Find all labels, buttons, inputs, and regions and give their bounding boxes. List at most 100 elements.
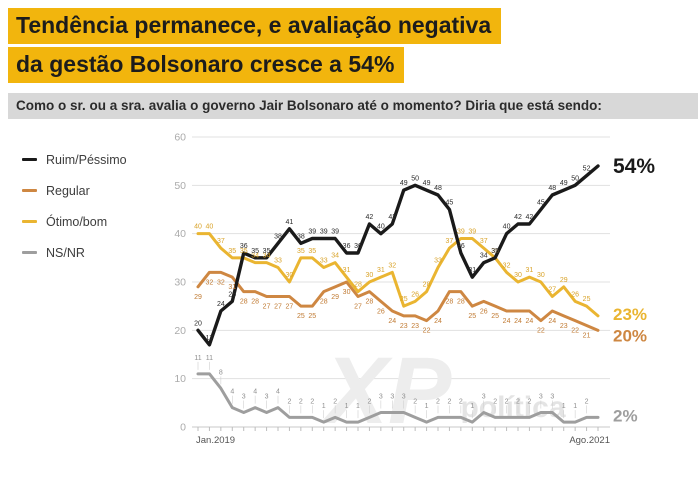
point-label: 27 — [263, 303, 271, 310]
chart-area: Ruim/Péssimo Regular Ótimo/bom NS/NR 0 10 20 3… — [0, 125, 700, 459]
header: Tendência permanece, e avaliação negativ… — [0, 0, 700, 119]
point-label: 36 — [343, 243, 351, 250]
point-label: 21 — [583, 332, 591, 339]
point-label: 36 — [240, 243, 248, 250]
point-label: 32 — [388, 262, 396, 269]
point-label: 4 — [253, 388, 257, 395]
point-label: 25 — [400, 296, 408, 303]
point-label: 28 — [240, 298, 248, 305]
legend-item--timo-bom: Ótimo/bom — [22, 215, 158, 229]
point-label: 52 — [583, 165, 591, 172]
point-label: 49 — [560, 180, 568, 187]
point-label: 45 — [446, 199, 454, 206]
x-axis-end-label: Ago.2021 — [569, 435, 610, 446]
point-label: 39 — [308, 228, 316, 235]
point-label: 2 — [299, 398, 303, 405]
point-label: 35 — [297, 247, 305, 254]
point-label: 1 — [425, 403, 429, 410]
y-tick-label: 0 — [180, 421, 186, 433]
legend-label: Ruim/Péssimo — [46, 152, 127, 167]
point-label: 45 — [537, 199, 545, 206]
point-label: 48 — [548, 185, 556, 192]
legend-label: Regular — [46, 183, 90, 198]
legend-item-regular: Regular — [22, 184, 158, 198]
point-label: 2 — [310, 398, 314, 405]
page-title-line-1: Tendência permanece, e avaliação negativ… — [8, 8, 502, 44]
point-label: 22 — [571, 327, 579, 334]
point-label: 42 — [514, 214, 522, 221]
point-label: 25 — [491, 313, 499, 320]
point-label: 40 — [194, 223, 202, 230]
point-label: 2 — [505, 398, 509, 405]
point-label: 39 — [468, 228, 476, 235]
y-tick-label: 40 — [174, 228, 186, 240]
point-label: 24 — [503, 318, 511, 325]
point-label: 35 — [491, 247, 499, 254]
point-label: 35 — [263, 247, 271, 254]
question-bar: Como o sr. ou a sra. avalia o governo Ja… — [8, 92, 698, 119]
point-label: 24 — [548, 318, 556, 325]
point-label: 25 — [468, 313, 476, 320]
point-label: 3 — [482, 393, 486, 400]
point-label: 42 — [366, 214, 374, 221]
point-label: 3 — [265, 393, 269, 400]
y-tick-label: 50 — [174, 179, 186, 191]
point-label: 33 — [434, 257, 442, 264]
point-label: 22 — [423, 327, 431, 334]
point-label: 2 — [585, 398, 589, 405]
point-label: 1 — [573, 403, 577, 410]
point-label: 26 — [228, 291, 236, 298]
point-label: 2 — [447, 398, 451, 405]
point-label: 2 — [333, 398, 337, 405]
point-label: 30 — [366, 272, 374, 279]
point-label: 24 — [388, 318, 396, 325]
end-label-regular: 20% — [613, 326, 647, 345]
point-label: 2 — [459, 398, 463, 405]
point-label: 28 — [366, 298, 374, 305]
point-label: 30 — [514, 272, 522, 279]
point-label: 42 — [526, 214, 534, 221]
point-label: 39 — [331, 228, 339, 235]
point-label: 29 — [331, 293, 339, 300]
point-label: 24 — [434, 318, 442, 325]
point-label: 3 — [379, 393, 383, 400]
point-label: 25 — [297, 313, 305, 320]
legend-item-ruim-p-ssimo: Ruim/Péssimo — [22, 153, 158, 167]
point-label: 33 — [320, 257, 328, 264]
point-label: 27 — [354, 303, 362, 310]
point-label: 40 — [503, 223, 511, 230]
y-tick-label: 60 — [174, 131, 186, 143]
point-label: 42 — [388, 214, 396, 221]
point-label: 8 — [219, 369, 223, 376]
y-tick-label: 30 — [174, 276, 186, 288]
point-label: 34 — [251, 252, 259, 259]
point-label: 3 — [390, 393, 394, 400]
point-label: 2 — [493, 398, 497, 405]
point-label: 34 — [480, 252, 488, 259]
point-label: 32 — [503, 262, 511, 269]
series-line--timo-bom — [196, 231, 600, 317]
point-label: 1 — [356, 403, 360, 410]
point-label: 40 — [206, 223, 214, 230]
point-label: 30 — [343, 289, 351, 296]
point-label: 20 — [194, 320, 202, 327]
end-label-ns-nr: 2% — [613, 406, 638, 425]
legend-swatch-icon — [22, 220, 37, 223]
legend-swatch-icon — [22, 251, 37, 254]
point-label: 35 — [228, 247, 236, 254]
point-label: 49 — [400, 180, 408, 187]
point-label: 32 — [217, 279, 225, 286]
end-label-ruim-p-ssimo: 54% — [613, 155, 655, 178]
point-label: 48 — [434, 185, 442, 192]
point-label: 32 — [206, 279, 214, 286]
y-tick-label: 20 — [174, 324, 186, 336]
point-label: 1 — [345, 403, 349, 410]
point-label: 31 — [228, 284, 236, 291]
point-label: 4 — [230, 388, 234, 395]
point-label: 26 — [377, 308, 385, 315]
point-label: 3 — [402, 393, 406, 400]
chart-box: 0 10 20 30 40 50 60 XP política Jan.2019 Ago.2021 1… — [158, 125, 698, 459]
point-label: 35 — [308, 247, 316, 254]
